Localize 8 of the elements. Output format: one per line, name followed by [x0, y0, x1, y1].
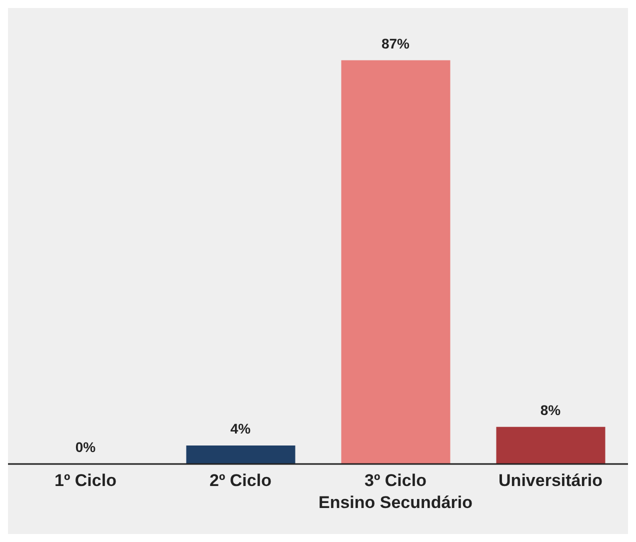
x-tick-label: Universitário [498, 471, 602, 490]
data-label: 4% [230, 420, 252, 436]
x-tick-label: 1º Ciclo [54, 471, 116, 490]
x-tick-label: 3º Ciclo Ensino Secundário [318, 471, 472, 512]
data-label: 8% [540, 402, 562, 418]
data-label: 0% [75, 439, 96, 455]
data-label: 87% [381, 35, 410, 52]
x-tick-label: 2º Ciclo [210, 471, 272, 490]
